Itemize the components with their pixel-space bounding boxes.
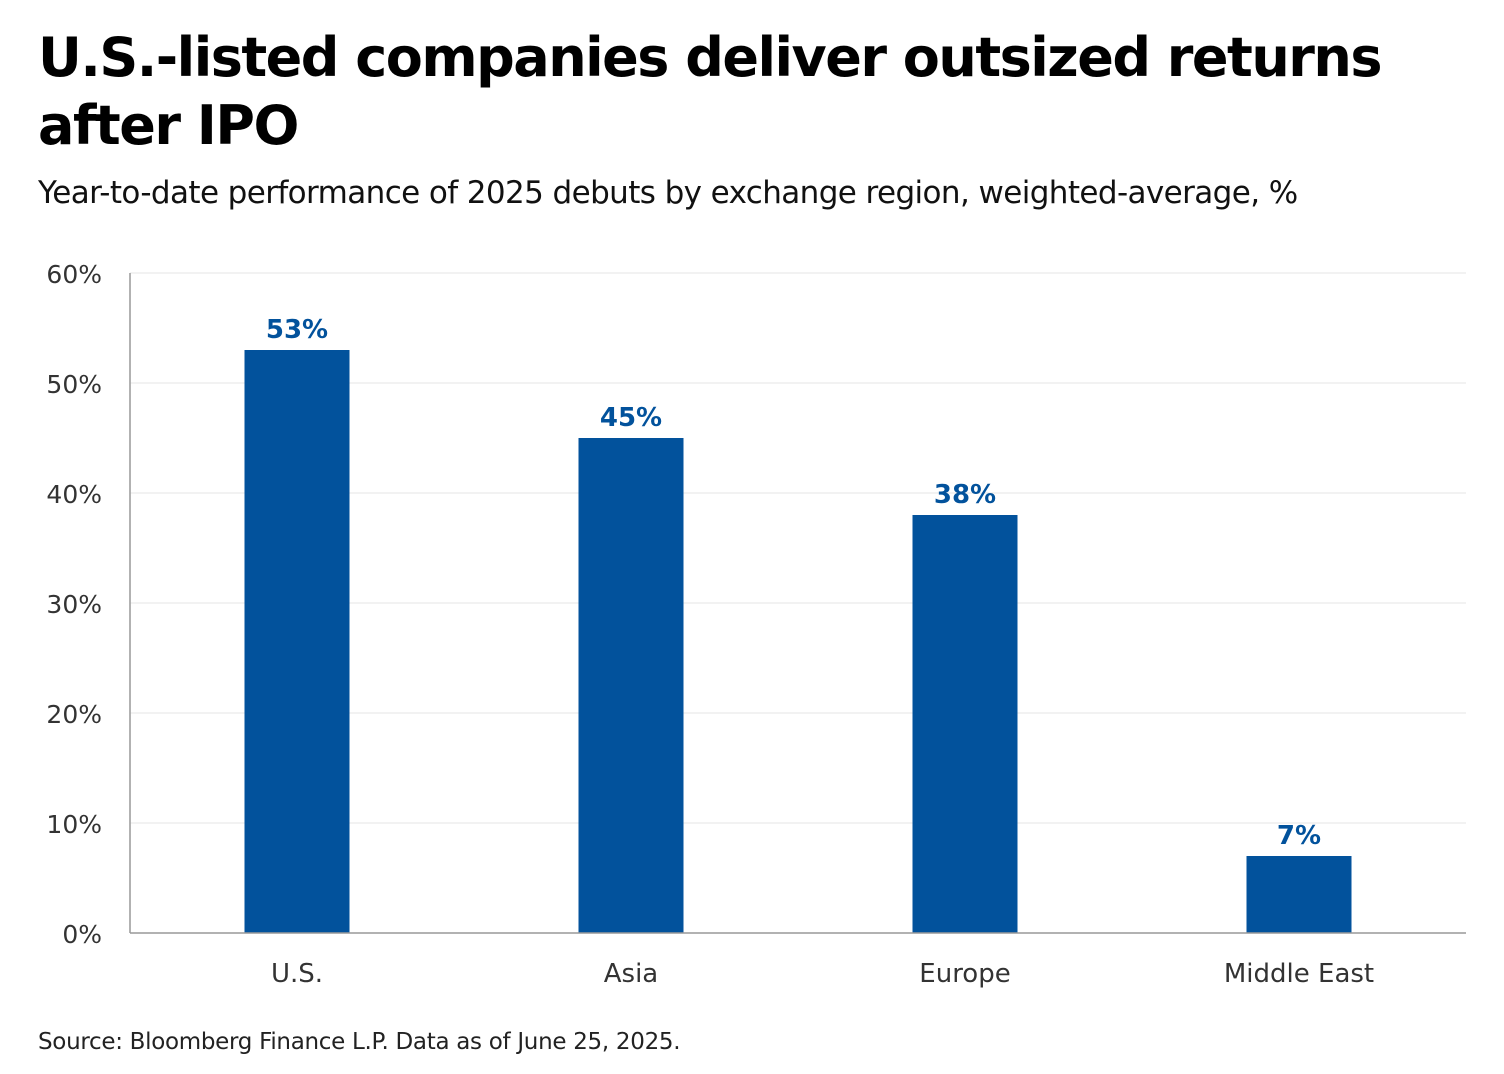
y-axis-ticks: 0% 10% 20% 30% 40% 50% 60%: [46, 260, 102, 949]
axes: [129, 273, 1466, 934]
chart-subtitle: Year-to-date performance of 2025 debuts …: [38, 175, 1298, 211]
data-label: 53%: [266, 315, 328, 345]
bar: [1246, 856, 1352, 933]
gridlines: [130, 272, 1466, 824]
y-tick-label: 60%: [46, 260, 102, 289]
source-note: Source: Bloomberg Finance L.P. Data as o…: [38, 1029, 681, 1055]
x-category-label: Europe: [919, 959, 1010, 989]
x-category-label: U.S.: [271, 959, 323, 989]
bar: [578, 438, 684, 933]
data-label: 38%: [934, 480, 996, 510]
data-labels: 53% 45% 38% 7%: [266, 315, 1321, 851]
x-category-label: Middle East: [1224, 959, 1374, 989]
bar: [912, 515, 1018, 933]
x-axis-categories: U.S. Asia Europe Middle East: [271, 959, 1374, 989]
bar: [244, 350, 350, 933]
y-tick-label: 50%: [46, 370, 102, 399]
y-tick-label: 20%: [46, 700, 102, 729]
x-category-label: Asia: [604, 959, 659, 989]
data-label: 45%: [600, 403, 662, 433]
chart-title: U.S.-listed companies deliver outsized r…: [38, 26, 1383, 157]
bars: [244, 350, 1352, 933]
y-tick-label: 0%: [62, 920, 102, 949]
data-label: 7%: [1277, 821, 1321, 851]
y-tick-label: 10%: [46, 810, 102, 839]
y-tick-label: 40%: [46, 480, 102, 509]
y-tick-label: 30%: [46, 590, 102, 619]
